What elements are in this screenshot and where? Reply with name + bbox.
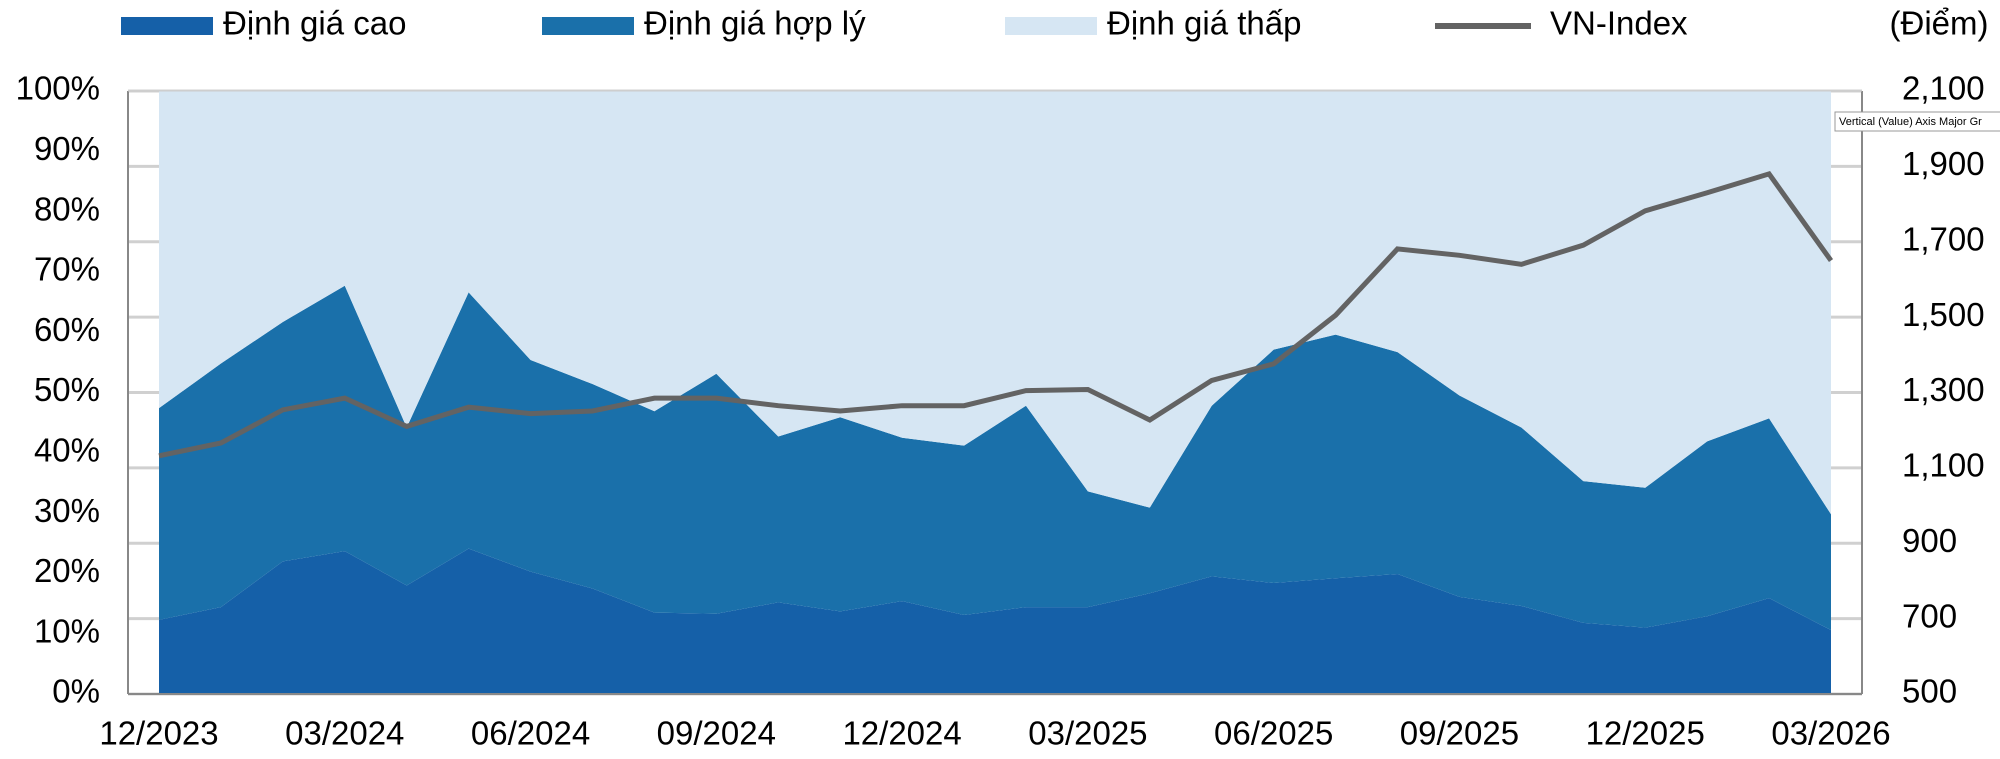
- y-tick-label: 50%: [34, 371, 100, 408]
- x-tick-label: 09/2024: [657, 715, 776, 752]
- line: [158, 170, 1834, 459]
- y2-axis-label: (Điểm): [1890, 5, 1989, 42]
- x-tick-label: 03/2026: [1771, 715, 1890, 752]
- legend-label: VN-Index: [1550, 5, 1688, 42]
- area: [159, 548, 1831, 694]
- area: [159, 91, 1831, 515]
- y-tick-label: 0%: [52, 673, 100, 710]
- x-tick-label: 03/2024: [285, 715, 404, 752]
- legend-label: Định giá thấp: [1107, 5, 1301, 42]
- legend-label: Định giá hợp lý: [644, 5, 866, 42]
- x-tick-label: 03/2025: [1028, 715, 1147, 752]
- tooltip: Vertical (Value) Axis Major Gr: [1839, 116, 1982, 128]
- x-tick-label: 12/2023: [99, 715, 218, 752]
- y2-tick-label: 700: [1902, 597, 1957, 634]
- y2-tick-label: 1,100: [1902, 447, 1985, 484]
- x-tick-label: 06/2025: [1214, 715, 1333, 752]
- y-tick-label: 90%: [34, 130, 100, 167]
- y2-tick-label: 1,700: [1902, 220, 1985, 257]
- legend-swatch: [121, 17, 213, 35]
- y-tick-label: 10%: [34, 612, 100, 649]
- x-tick-label: 12/2025: [1586, 715, 1705, 752]
- y-tick-label: 30%: [34, 492, 100, 529]
- tooltip-box: [1834, 111, 2000, 132]
- legend-swatch: [1005, 17, 1097, 35]
- y-tick-label: 80%: [34, 190, 100, 227]
- x-tick-label: 06/2024: [471, 715, 590, 752]
- y-tick-label: 70%: [34, 251, 100, 288]
- legend-swatch: [542, 17, 634, 35]
- x-tick-label: 12/2024: [842, 715, 961, 752]
- y2-tick-label: 1,900: [1902, 145, 1985, 182]
- y-tick-label: 40%: [34, 432, 100, 469]
- y2-tick-label: 2,100: [1902, 70, 1985, 107]
- y-tick-label: 100%: [16, 70, 100, 107]
- y-tick-label: 60%: [34, 311, 100, 348]
- y2-tick-label: 900: [1902, 522, 1957, 559]
- y-tick-label: 20%: [34, 552, 100, 589]
- y2-tick-label: 1,500: [1902, 296, 1985, 333]
- legend-label: Định giá cao: [223, 5, 406, 42]
- x-tick-label: 09/2025: [1400, 715, 1519, 752]
- y2-tick-label: 1,300: [1902, 371, 1985, 408]
- y2-tick-label: 500: [1902, 673, 1957, 710]
- area: [159, 285, 1831, 631]
